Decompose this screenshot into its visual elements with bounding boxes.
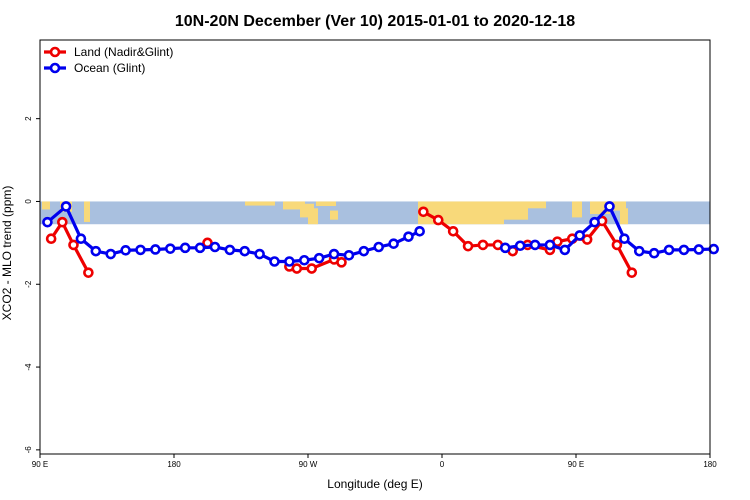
chart-title: 10N-20N December (Ver 10) 2015-01-01 to … bbox=[175, 13, 575, 30]
land-patch bbox=[330, 210, 338, 220]
data-point bbox=[239, 245, 251, 257]
data-point bbox=[42, 216, 53, 228]
x-axis: 90 E 180 90 W 0 90 E 180 bbox=[32, 454, 717, 469]
y-axis-label: XCO2 - MLO trend (ppm) bbox=[0, 186, 14, 321]
data-point bbox=[477, 239, 489, 251]
data-point bbox=[678, 244, 690, 256]
legend: Land (Nadir&Glint) Ocean (Glint) bbox=[44, 45, 173, 75]
land-patch bbox=[504, 201, 528, 220]
data-point bbox=[574, 230, 586, 241]
x-tick-label: 90 E bbox=[568, 460, 584, 469]
data-point bbox=[150, 244, 161, 255]
y-tick-label: -4 bbox=[24, 363, 33, 371]
data-point bbox=[164, 243, 176, 254]
data-point bbox=[328, 248, 340, 260]
y-tick-label: 2 bbox=[24, 116, 33, 121]
y-axis: -6 -4 -2 0 2 bbox=[24, 116, 40, 454]
data-point bbox=[693, 244, 705, 255]
data-point bbox=[343, 249, 355, 261]
data-point bbox=[499, 242, 511, 254]
y-tick-label: 0 bbox=[24, 199, 33, 204]
land-patch bbox=[418, 201, 504, 225]
data-point bbox=[284, 256, 295, 267]
data-point bbox=[559, 244, 571, 256]
land-patch bbox=[283, 201, 305, 210]
data-point bbox=[298, 254, 310, 266]
data-point bbox=[358, 245, 370, 257]
data-point bbox=[611, 239, 623, 251]
legend-label: Ocean (Glint) bbox=[74, 61, 145, 75]
data-point bbox=[648, 247, 660, 259]
x-tick-label: 180 bbox=[703, 460, 717, 469]
data-point bbox=[418, 206, 429, 218]
x-axis-label: Longitude (deg E) bbox=[327, 477, 422, 491]
data-point bbox=[403, 231, 414, 242]
data-point bbox=[194, 242, 206, 254]
data-point bbox=[68, 239, 79, 251]
land-patch bbox=[620, 208, 628, 225]
x-tick-label: 90 E bbox=[32, 460, 48, 469]
y-tick-label: -2 bbox=[24, 280, 33, 288]
data-point bbox=[589, 216, 600, 228]
y-tick-label: -6 bbox=[24, 446, 33, 454]
data-point bbox=[619, 233, 630, 245]
x-tick-label: 180 bbox=[167, 460, 181, 469]
data-point bbox=[514, 240, 526, 252]
x-tick-label: 0 bbox=[440, 460, 445, 469]
legend-marker bbox=[49, 62, 61, 74]
data-point bbox=[708, 243, 720, 255]
data-point bbox=[254, 248, 265, 260]
data-point bbox=[179, 242, 191, 254]
data-point bbox=[544, 239, 556, 251]
data-point bbox=[604, 201, 615, 212]
data-point bbox=[135, 244, 146, 256]
data-point bbox=[209, 241, 221, 253]
land-patch bbox=[42, 201, 50, 210]
data-point bbox=[75, 233, 87, 245]
land-patch bbox=[612, 201, 626, 211]
x-tick-label: 90 W bbox=[299, 460, 318, 469]
data-point bbox=[57, 216, 68, 228]
data-point bbox=[529, 239, 541, 251]
series-line bbox=[49, 220, 90, 274]
data-point bbox=[388, 238, 399, 249]
data-point bbox=[291, 263, 303, 274]
series-layer bbox=[42, 201, 720, 278]
data-point bbox=[313, 252, 325, 264]
data-point bbox=[336, 257, 347, 268]
data-point bbox=[269, 256, 280, 267]
data-point bbox=[663, 244, 675, 256]
land-patch bbox=[84, 201, 90, 222]
land-patch bbox=[528, 201, 546, 209]
data-point bbox=[462, 240, 474, 252]
legend-label: Land (Nadir&Glint) bbox=[74, 45, 173, 59]
data-point bbox=[633, 245, 645, 257]
data-point bbox=[432, 214, 444, 226]
data-point bbox=[414, 225, 425, 237]
data-point bbox=[45, 233, 57, 245]
land-patch bbox=[572, 201, 582, 218]
data-point bbox=[90, 245, 102, 257]
data-point bbox=[447, 225, 459, 237]
data-point bbox=[120, 245, 131, 256]
data-point bbox=[60, 201, 72, 212]
data-point bbox=[373, 241, 385, 253]
data-point bbox=[105, 248, 117, 260]
legend-marker bbox=[49, 46, 61, 58]
data-point bbox=[224, 244, 236, 256]
data-point bbox=[581, 234, 593, 245]
map-background-strip bbox=[40, 201, 710, 225]
data-point bbox=[626, 267, 638, 278]
land-patch bbox=[316, 201, 336, 207]
data-point bbox=[83, 267, 94, 278]
land-patch bbox=[245, 201, 275, 206]
land-patch bbox=[308, 208, 318, 225]
plot-frame bbox=[39, 39, 711, 455]
data-point bbox=[306, 263, 318, 274]
series-1 bbox=[42, 201, 720, 267]
